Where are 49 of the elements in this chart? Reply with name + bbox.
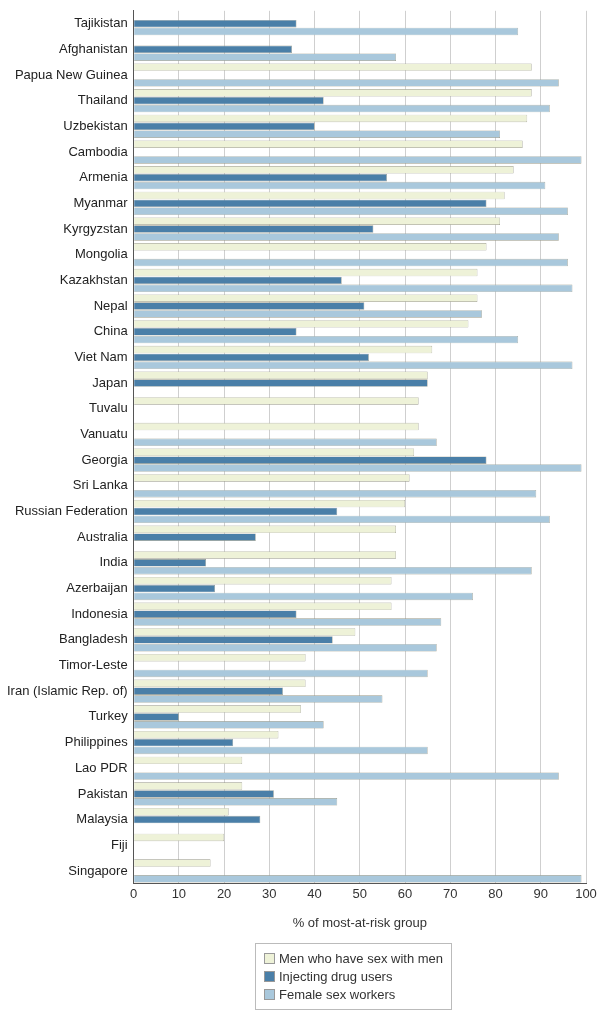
y-tick-label: Tajikistan [74, 15, 128, 31]
y-tick-label: Mongolia [74, 246, 129, 262]
y-tick-label: Uzbekistan [63, 117, 128, 133]
y-tick-label: Nepal [93, 297, 128, 313]
y-tick-label: Armenia [79, 169, 129, 185]
y-tick-label: Australia [77, 528, 129, 544]
y-tick-label: Vanuatu [80, 426, 128, 442]
x-tick-label: 80 [488, 886, 503, 902]
y-tick-label: Georgia [81, 451, 129, 467]
y-tick-label: Timor-Leste [58, 657, 128, 673]
y-tick-label: Tuvalu [89, 400, 128, 416]
y-tick-label: Cambodia [68, 143, 129, 159]
y-tick-label: Lao PDR [74, 759, 128, 775]
y-tick-label: Turkey [88, 708, 129, 724]
legend-label: Female sex workers [279, 987, 396, 1002]
y-tick-label: Bangladesh [58, 631, 128, 647]
x-tick-label: 90 [533, 886, 548, 902]
y-tick-label: Kazakhstan [59, 271, 128, 287]
x-tick-label: 70 [443, 886, 458, 902]
y-tick-label: China [93, 323, 129, 339]
y-tick-label: Indonesia [71, 605, 129, 621]
y-tick-label: Kyrgyzstan [63, 220, 128, 236]
x-tick-label: 60 [397, 886, 413, 902]
y-tick-label: Malaysia [76, 811, 129, 827]
y-tick-label: Iran (Islamic Rep. of) [6, 682, 128, 698]
y-tick-label: Russian Federation [14, 503, 128, 519]
y-tick-label: Japan [92, 374, 128, 390]
y-tick-label: Viet Nam [74, 349, 128, 365]
y-tick-label: Myanmar [73, 194, 129, 210]
x-tick-label: 20 [216, 886, 232, 902]
y-tick-label: Papua New Guinea [14, 66, 129, 82]
y-tick-label: Afghanistan [58, 40, 128, 56]
x-tick-label: 0 [130, 886, 138, 902]
y-tick-label: India [99, 554, 129, 570]
y-tick-label: Fiji [111, 836, 128, 852]
x-tick-label: 30 [262, 886, 277, 902]
y-tick-label: Sri Lanka [72, 477, 129, 493]
x-tick-label: 100 [575, 886, 597, 902]
legend-label: Men who have sex with men [279, 951, 444, 966]
y-tick-label: Pakistan [77, 785, 128, 801]
x-tick-label: 10 [171, 886, 187, 902]
y-tick-label: Azerbaijan [66, 580, 128, 596]
x-tick-label: 40 [307, 886, 322, 902]
y-tick-label: Singapore [68, 862, 128, 878]
x-axis-title: % of most-at-risk group [292, 914, 428, 930]
y-tick-label: Philippines [64, 734, 129, 750]
x-tick-label: 50 [352, 886, 368, 902]
legend-label: Injecting drug users [279, 969, 393, 984]
y-tick-label: Thailand [77, 92, 128, 108]
